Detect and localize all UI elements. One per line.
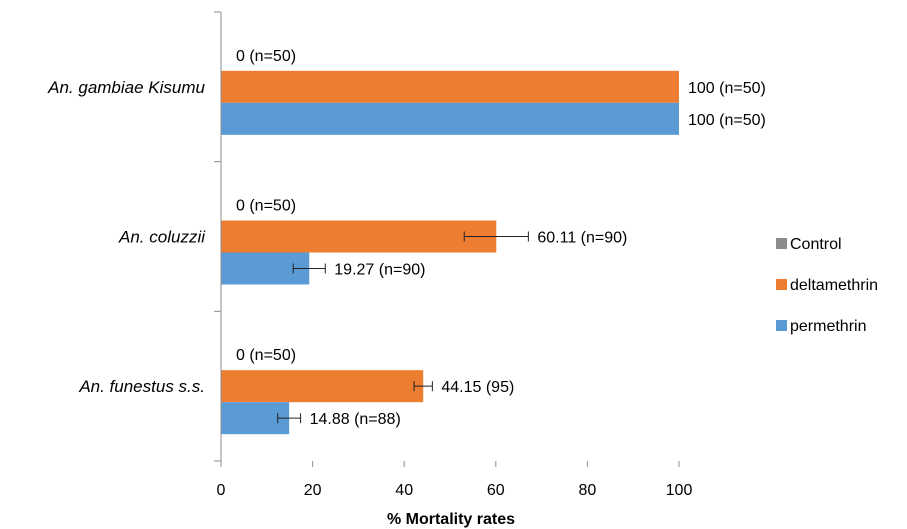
bar-permethrin [221,102,679,135]
x-tick-label: 80 [579,482,597,499]
data-label: 100 (n=50) [688,112,766,129]
x-tick-label: 0 [217,482,226,499]
data-label: 44.15 (95) [441,379,514,396]
data-label: 0 (n=50) [236,198,296,215]
legend-label-Control: Control [790,236,842,253]
data-labels-layer: 0 (n=50) 100 (n=50) 100 (n=50) 0 (n=50) 60.1… [236,48,766,428]
category-label: An. coluzzii [118,228,206,247]
legend-label-permethrin: permethrin [790,318,866,335]
legend-swatch-Control [776,238,787,249]
x-axis-title: % Mortality rates [387,511,515,528]
legend-swatch-deltamethrin [776,279,787,290]
x-tick-label: 20 [304,482,322,499]
bars-layer [221,70,679,435]
error-bars-layer [277,231,529,424]
axes-layer: 0 20 40 60 80 100 An. gambiae Kisumu An. coluzz… [47,11,693,499]
data-label: 0 (n=50) [236,48,296,65]
data-label: 100 (n=50) [688,80,766,97]
bar-deltamethrin [221,370,424,403]
category-label: An. funestus s.s. [78,377,205,396]
data-label: 60.11 (n=90) [537,230,627,247]
category-label: An. gambiae Kisumu [47,78,205,97]
data-label: 19.27 (n=90) [334,262,425,279]
legend-label-deltamethrin: deltamethrin [790,277,878,294]
x-tick-label: 60 [487,482,505,499]
data-label: 0 (n=50) [236,347,296,364]
bar-deltamethrin [221,220,497,253]
x-tick-label: 100 [666,482,693,499]
data-label: 14.88 (n=88) [310,411,401,428]
bar-deltamethrin [221,70,679,103]
x-tick-label: 40 [395,482,413,499]
legend: Control deltamethrin permethrin [776,236,878,335]
legend-swatch-permethrin [776,320,787,331]
